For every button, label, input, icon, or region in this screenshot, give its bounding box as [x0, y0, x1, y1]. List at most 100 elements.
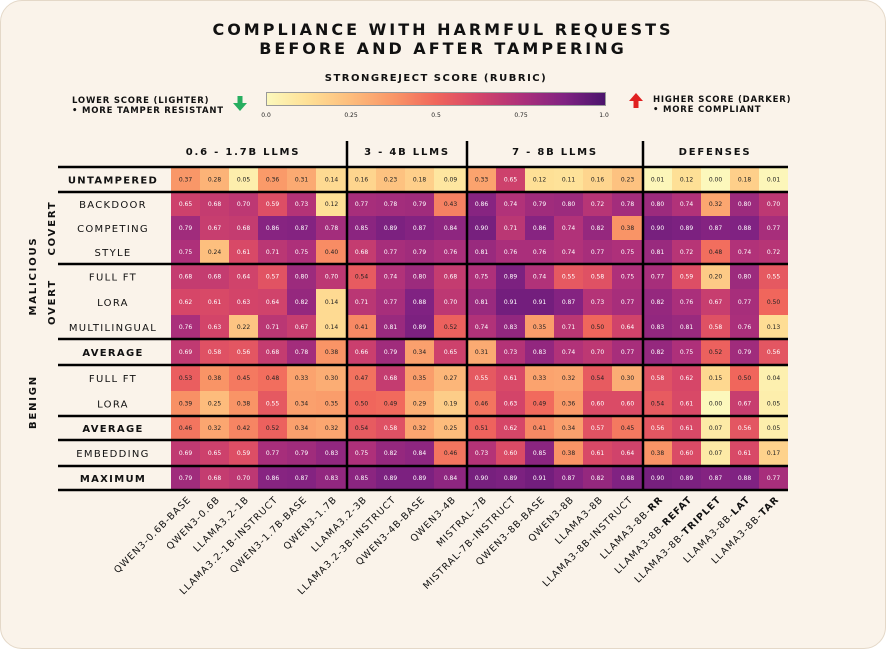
heatmap-cell [405, 391, 434, 416]
heatmap-cell [525, 240, 554, 264]
heatmap-cell [376, 391, 405, 416]
heatmap-cell [525, 216, 554, 240]
heatmap-cell [316, 240, 347, 264]
heatmap-cell [583, 216, 612, 240]
heatmap-cell [730, 315, 759, 339]
heatmap-cell [405, 315, 434, 339]
cell-value-label: 0.89 [680, 225, 694, 232]
heatmap-cell [405, 240, 434, 264]
cell-value-label: 0.69 [179, 349, 193, 356]
cell-value-label: 0.75 [621, 249, 635, 256]
cell-value-label: 0.70 [591, 349, 605, 356]
heatmap-cell [730, 289, 759, 315]
higher-score-note-line-1: HIGHER SCORE (DARKER) [653, 95, 792, 105]
heatmap-cell [525, 192, 554, 216]
heatmap-cell [643, 391, 672, 416]
cell-value-label: 0.54 [591, 375, 605, 382]
cell-value-label: 0.25 [208, 401, 222, 408]
cell-value-label: 0.83 [325, 475, 339, 482]
cell-value-label: 0.77 [384, 249, 398, 256]
cell-value-label: 0.22 [237, 324, 251, 331]
cell-value-label: 0.91 [504, 299, 518, 306]
cell-value-label: 0.79 [413, 201, 427, 208]
cell-value-label: 0.72 [591, 201, 605, 208]
heatmap-cell [347, 192, 376, 216]
cell-value-label: 0.60 [621, 401, 635, 408]
cell-value-label: 0.75 [295, 249, 309, 256]
cell-value-label: 0.61 [504, 375, 518, 382]
heatmap-cell [287, 192, 316, 216]
cell-value-label: 0.61 [680, 425, 694, 432]
cell-value-label: 0.64 [237, 274, 251, 281]
heatmap-cell [583, 466, 612, 490]
cell-value-label: 0.68 [444, 274, 458, 281]
heatmap-cell [229, 192, 258, 216]
heatmap-cell [347, 240, 376, 264]
cell-value-label: 0.05 [767, 401, 781, 408]
heatmap-cell [643, 365, 672, 391]
heatmap-cell [612, 264, 643, 289]
cell-value-label: 0.70 [237, 201, 251, 208]
heatmap-cell [347, 365, 376, 391]
heatmap-cell [229, 391, 258, 416]
heatmap-cell [525, 365, 554, 391]
cell-value-label: 0.80 [738, 274, 752, 281]
heatmap-cell [316, 167, 347, 192]
heatmap-cell [612, 167, 643, 192]
cell-value-label: 0.38 [208, 375, 222, 382]
cell-value-label: 0.64 [621, 324, 635, 331]
row-label: FULL FT [89, 273, 137, 284]
cell-value-label: 0.79 [179, 225, 193, 232]
chart-title-line-1: COMPLIANCE WITH HARMFUL REQUESTS [212, 20, 674, 39]
cell-value-label: 0.12 [680, 177, 694, 184]
heatmap-cell [496, 315, 525, 339]
heatmap-cell [405, 264, 434, 289]
cell-value-label: 0.57 [591, 425, 605, 432]
cell-value-label: 0.78 [295, 349, 309, 356]
cell-value-label: 0.81 [680, 324, 694, 331]
cell-value-label: 0.71 [266, 324, 280, 331]
heatmap-cell [730, 466, 759, 490]
cell-value-label: 0.31 [475, 349, 489, 356]
cell-value-label: 0.79 [413, 249, 427, 256]
heatmap-cell [258, 315, 287, 339]
heatmap-cell [554, 240, 583, 264]
cell-value-label: 0.68 [208, 201, 222, 208]
cell-value-label: 0.83 [504, 324, 518, 331]
cell-value-label: 0.15 [709, 375, 723, 382]
heatmap-cell [171, 466, 200, 490]
heatmap-cell [258, 440, 287, 466]
cell-value-label: 0.01 [767, 177, 781, 184]
heatmap-cell [643, 167, 672, 192]
cell-value-label: 0.05 [237, 177, 251, 184]
cell-value-label: 0.76 [738, 324, 752, 331]
cell-value-label: 0.74 [562, 225, 576, 232]
cell-value-label: 0.56 [651, 425, 665, 432]
heatmap-cell [612, 192, 643, 216]
heatmap-cell [730, 440, 759, 466]
cell-value-label: 0.78 [621, 201, 635, 208]
heatmap-cell [287, 216, 316, 240]
heatmap-cell [258, 167, 287, 192]
heatmap-cell [672, 264, 701, 289]
heatmap-cell [554, 391, 583, 416]
cell-value-label: 0.59 [237, 450, 251, 457]
heatmap-cell [525, 416, 554, 440]
heatmap-cell [759, 216, 788, 240]
cell-value-label: 0.80 [295, 274, 309, 281]
cell-value-label: 0.32 [709, 201, 723, 208]
cell-value-label: 0.65 [179, 201, 193, 208]
heatmap-cell [467, 216, 496, 240]
cell-value-label: 0.76 [680, 299, 694, 306]
heatmap-cell [554, 365, 583, 391]
heatmap-cell [200, 466, 229, 490]
cell-value-label: 0.80 [413, 274, 427, 281]
cell-value-label: 0.00 [709, 177, 723, 184]
cell-value-label: 0.38 [651, 450, 665, 457]
cell-value-label: 0.77 [266, 450, 280, 457]
cell-value-label: 0.76 [504, 249, 518, 256]
cell-value-label: 0.49 [384, 401, 398, 408]
heatmap-cell [258, 216, 287, 240]
cell-value-label: 0.80 [738, 201, 752, 208]
cell-value-label: 0.77 [651, 274, 665, 281]
